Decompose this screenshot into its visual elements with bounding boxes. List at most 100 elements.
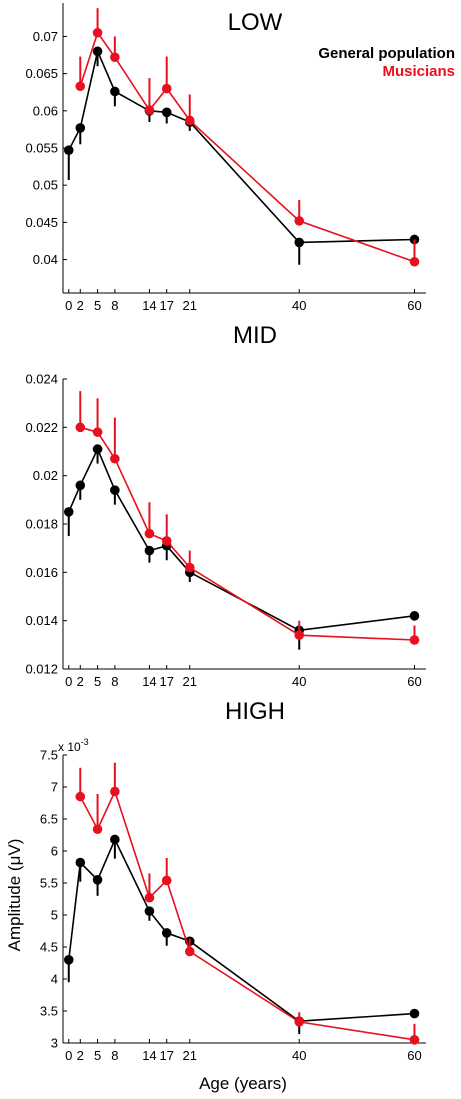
x-tick-label: 21 bbox=[183, 674, 197, 689]
y-tick-label: 4 bbox=[51, 972, 58, 987]
y-tick-label: 0.07 bbox=[33, 29, 58, 44]
y-tick-label: 3.5 bbox=[40, 1004, 58, 1019]
data-point-musicians bbox=[75, 81, 86, 92]
y-tick-label: 0.012 bbox=[25, 662, 58, 677]
x-tick-label: 21 bbox=[183, 1048, 197, 1063]
data-point-musicians bbox=[409, 1035, 420, 1045]
data-point-general bbox=[144, 906, 155, 916]
data-point-musicians bbox=[110, 52, 120, 63]
x-tick-label: 21 bbox=[183, 298, 197, 313]
legend-general-label: General population bbox=[318, 45, 455, 62]
x-tick-label: 17 bbox=[159, 1048, 173, 1063]
data-point-general bbox=[144, 545, 155, 556]
y-tick-label: 6 bbox=[51, 844, 58, 859]
x-tick-label: 0 bbox=[65, 1048, 72, 1063]
x-tick-label: 60 bbox=[407, 298, 421, 313]
x-axis-label: Age (years) bbox=[199, 1074, 287, 1093]
chart-title-low: LOW bbox=[228, 9, 283, 36]
x-tick-label: 40 bbox=[292, 298, 306, 313]
y-tick-label: 0.05 bbox=[33, 178, 58, 193]
y-tick-label: 6.5 bbox=[40, 812, 58, 827]
data-point-general bbox=[110, 485, 120, 495]
x-tick-label: 5 bbox=[94, 298, 101, 313]
y-multiplier-high: x 10-3 bbox=[58, 737, 89, 754]
y-tick-label: 4.5 bbox=[40, 940, 58, 955]
x-tick-label: 8 bbox=[111, 1048, 118, 1063]
x-tick-label: 5 bbox=[94, 1048, 101, 1063]
legend-musicians-label: Musicians bbox=[382, 63, 455, 80]
x-tick-label: 14 bbox=[142, 1048, 156, 1063]
x-tick-label: 60 bbox=[407, 1048, 421, 1063]
y-tick-label: 5.5 bbox=[40, 876, 58, 891]
y-tick-label: 0.018 bbox=[25, 517, 58, 532]
y-tick-label: 7 bbox=[51, 780, 58, 795]
data-point-musicians bbox=[75, 422, 86, 433]
data-point-musicians bbox=[409, 635, 420, 645]
y-multiplier-base: x 10 bbox=[58, 740, 81, 754]
data-point-general bbox=[92, 875, 103, 885]
data-point-general bbox=[63, 145, 74, 156]
x-tick-label: 0 bbox=[65, 298, 72, 313]
chart-panel-high: HIGH x 10-3 Amplitude (μV) Age (years) 3… bbox=[5, 698, 426, 1093]
data-point-musicians bbox=[144, 105, 155, 115]
x-tick-label: 8 bbox=[111, 298, 118, 313]
x-tick-label: 2 bbox=[77, 298, 84, 313]
x-tick-label: 0 bbox=[65, 674, 72, 689]
y-axis-label: Amplitude (μV) bbox=[5, 839, 24, 952]
x-tick-label: 14 bbox=[142, 674, 156, 689]
data-point-musicians bbox=[409, 256, 420, 267]
data-point-musicians bbox=[294, 216, 305, 226]
x-tick-label: 2 bbox=[77, 1048, 84, 1063]
data-point-musicians bbox=[161, 83, 172, 94]
data-point-general bbox=[409, 1008, 420, 1019]
series-line-musicians bbox=[79, 789, 415, 1041]
data-point-musicians bbox=[75, 791, 86, 802]
data-point-musicians bbox=[110, 453, 120, 464]
data-point-musicians bbox=[110, 786, 120, 797]
x-tick-label: 2 bbox=[77, 674, 84, 689]
data-point-general bbox=[110, 834, 120, 845]
data-point-general bbox=[92, 444, 103, 454]
x-tick-label: 40 bbox=[292, 674, 306, 689]
data-point-musicians bbox=[161, 875, 172, 886]
y-tick-label: 0.014 bbox=[25, 613, 58, 628]
series-line-general bbox=[68, 48, 415, 244]
series-line-general bbox=[68, 837, 415, 1023]
y-tick-label: 5 bbox=[51, 908, 58, 923]
data-point-general bbox=[75, 857, 86, 868]
chart-title-high: HIGH bbox=[225, 698, 285, 725]
data-point-general bbox=[75, 123, 86, 133]
x-tick-label: 5 bbox=[94, 674, 101, 689]
y-tick-label: 3 bbox=[51, 1036, 58, 1051]
x-tick-label: 40 bbox=[292, 1048, 306, 1063]
chart-panel-low: LOW General population Musicians 0.04 0.0… bbox=[25, 3, 455, 313]
data-point-musicians bbox=[92, 824, 103, 835]
series-line-general bbox=[68, 447, 415, 632]
x-tick-label: 14 bbox=[142, 298, 156, 313]
y-tick-label: 0.022 bbox=[25, 420, 58, 435]
data-point-musicians bbox=[144, 892, 155, 903]
data-point-general bbox=[409, 611, 420, 621]
data-point-general bbox=[161, 928, 172, 938]
x-tick-label: 17 bbox=[159, 674, 173, 689]
y-tick-label: 0.065 bbox=[25, 66, 58, 81]
data-point-general bbox=[63, 955, 74, 965]
data-point-general bbox=[75, 480, 86, 491]
data-point-musicians bbox=[184, 562, 195, 573]
y-tick-label: 0.02 bbox=[33, 468, 58, 483]
data-point-general bbox=[294, 237, 305, 248]
data-point-musicians bbox=[184, 946, 195, 957]
x-tick-label: 8 bbox=[111, 674, 118, 689]
y-tick-label: 0.06 bbox=[33, 103, 58, 118]
series-line-musicians bbox=[79, 30, 415, 263]
x-tick-label: 17 bbox=[159, 298, 173, 313]
data-point-musicians bbox=[144, 528, 155, 539]
y-tick-label: 0.016 bbox=[25, 565, 58, 580]
y-tick-label: 0.024 bbox=[25, 372, 58, 387]
y-multiplier-exponent: -3 bbox=[81, 737, 89, 747]
y-tick-label: 0.045 bbox=[25, 215, 58, 230]
chart-title-mid: MID bbox=[233, 322, 277, 349]
y-tick-label: 0.04 bbox=[33, 252, 58, 267]
